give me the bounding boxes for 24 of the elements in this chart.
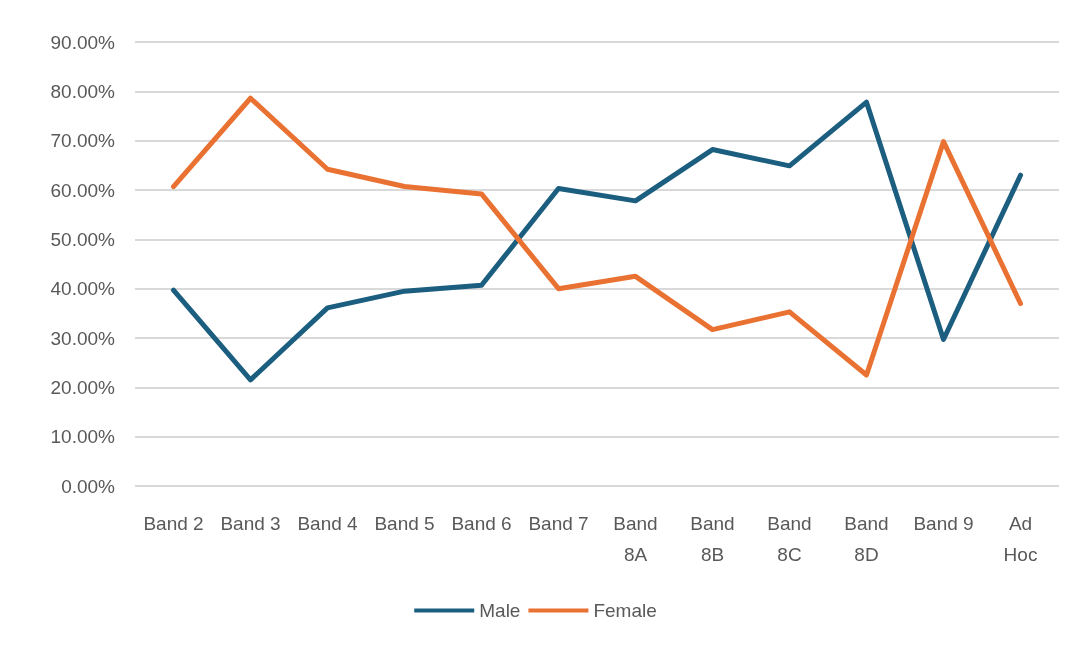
legend-label: Male [479,600,521,621]
y-tick-label: 70.00% [50,130,116,152]
x-tick-label: Band 7 [528,513,589,534]
y-tick-label: 20.00% [50,376,116,398]
y-tick-label: 90.00% [50,31,116,53]
y-tick-label: 50.00% [50,228,116,250]
x-tick-label: Band 8D [844,513,889,565]
x-tick-label: Band 5 [374,513,435,534]
y-tick-label: 80.00% [50,80,116,102]
y-tick-label: 10.00% [50,426,116,448]
y-tick-label: 0.00% [61,475,116,497]
x-tick-label: Band 6 [451,513,512,534]
x-tick-label: Band 8C [767,513,812,565]
x-tick-label: Band 3 [220,513,281,534]
x-tick-label: Band 9 [913,513,974,534]
x-tick-label: Band 2 [143,513,204,534]
x-tick-label: Band 4 [297,513,359,534]
y-tick-label: 40.00% [50,278,116,300]
x-tick-label: Band 8A [613,513,658,565]
x-tick-label: Band 8B [690,513,735,565]
y-tick-label: 30.00% [50,327,116,349]
y-tick-label: 60.00% [50,179,116,201]
x-tick-label: Ad Hoc [1003,513,1038,565]
legend-label: Female [593,600,657,621]
